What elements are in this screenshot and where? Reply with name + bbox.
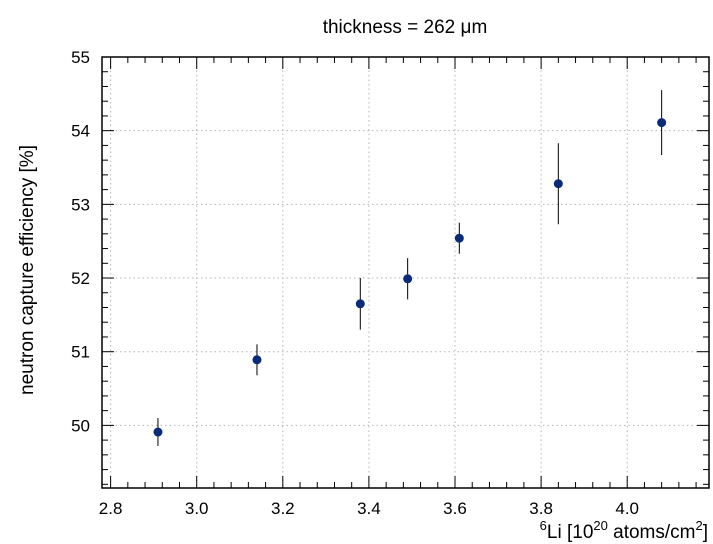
x-axis-title-sup-mid: 20 bbox=[593, 518, 607, 533]
x-axis-title-main2: atoms/cm bbox=[608, 522, 696, 543]
y-tick-label: 54 bbox=[71, 122, 90, 141]
y-tick-label: 50 bbox=[71, 416, 90, 435]
x-tick-label: 3.4 bbox=[357, 499, 381, 518]
x-tick-label: 3.0 bbox=[185, 499, 209, 518]
x-axis-title-main1: Li [10 bbox=[547, 522, 593, 543]
y-axis-title: neutron capture efficiency [%] bbox=[17, 145, 38, 395]
data-point bbox=[403, 274, 413, 284]
data-point bbox=[355, 299, 365, 309]
axis-ticks: 2.8 3.0 3.2 3.4 3.6 3.8 4.0 50 51 52 53 54 55 bbox=[71, 48, 709, 518]
data-point bbox=[657, 118, 667, 128]
data-points bbox=[153, 90, 667, 447]
data-point bbox=[454, 233, 464, 243]
data-point bbox=[153, 427, 163, 437]
y-tick-label: 51 bbox=[71, 343, 90, 362]
x-tick-label: 3.8 bbox=[529, 499, 553, 518]
chart-title: thickness = 262 μm bbox=[323, 17, 488, 38]
data-point bbox=[553, 179, 563, 189]
data-point bbox=[252, 355, 262, 365]
x-tick-label: 2.8 bbox=[99, 499, 123, 518]
grid-lines bbox=[102, 56, 709, 488]
x-axis-title-sup-end: 2 bbox=[695, 518, 702, 533]
x-tick-label: 4.0 bbox=[615, 499, 639, 518]
x-axis-title-main3: ] bbox=[703, 522, 708, 543]
x-axis-title: 6Li [1020 atoms/cm2] bbox=[540, 518, 708, 543]
plot-frame bbox=[101, 56, 710, 489]
y-tick-label: 52 bbox=[71, 269, 90, 288]
y-tick-label: 53 bbox=[71, 195, 90, 214]
x-axis-title-sup-pre: 6 bbox=[540, 518, 547, 533]
y-tick-label: 55 bbox=[71, 48, 90, 67]
x-tick-label: 3.2 bbox=[271, 499, 295, 518]
x-tick-label: 3.6 bbox=[443, 499, 467, 518]
